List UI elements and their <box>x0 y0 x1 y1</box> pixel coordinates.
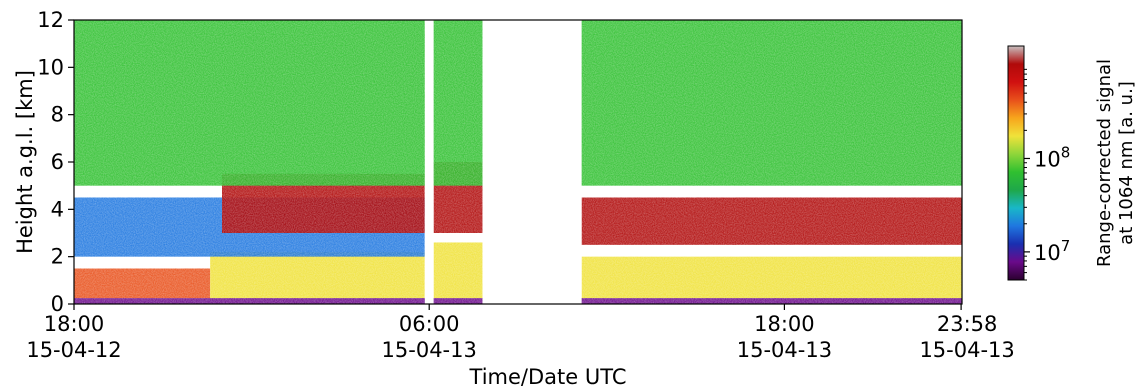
x-tick-time: 06:00 <box>399 312 460 336</box>
y-axis-label: Height a.g.l. [km] <box>13 70 37 254</box>
heatmap-area <box>74 20 962 304</box>
x-tick-date: 15-04-13 <box>382 338 477 362</box>
y-tick-label: 12 <box>37 8 64 32</box>
y-axis: 0 2 4 6 8 10 12 <box>37 8 74 316</box>
y-tick-label: 6 <box>51 150 64 174</box>
y-tick-label: 2 <box>51 245 64 269</box>
colorbar <box>1007 45 1025 281</box>
x-axis: 18:0015-04-1206:0015-04-1318:0015-04-132… <box>26 304 1015 362</box>
x-tick-date: 15-04-12 <box>26 338 121 362</box>
y-tick-label: 0 <box>51 292 64 316</box>
colorbar-tick-label: 107 <box>1034 237 1070 265</box>
y-tick-label: 8 <box>51 103 64 127</box>
colorbar-ticks: 107 108 <box>1024 68 1070 281</box>
y-tick-label: 4 <box>51 197 64 221</box>
x-tick-time: 23:58 <box>937 312 998 336</box>
y-tick-label: 10 <box>37 55 64 79</box>
no-data-gap-0 <box>424 20 434 304</box>
colorbar-label-line2: at 1064 nm [a. u.] <box>1116 81 1137 245</box>
x-tick-time: 18:00 <box>754 312 815 336</box>
x-tick-time: 18:00 <box>44 312 105 336</box>
no-data-gap-1 <box>482 20 582 304</box>
colorbar-tick-label: 108 <box>1034 143 1070 171</box>
x-tick-date: 15-04-13 <box>919 338 1014 362</box>
colorbar-label-line1: Range-corrected signal <box>1094 59 1115 267</box>
x-tick-date: 15-04-13 <box>737 338 832 362</box>
x-axis-label: Time/Date UTC <box>469 365 627 389</box>
